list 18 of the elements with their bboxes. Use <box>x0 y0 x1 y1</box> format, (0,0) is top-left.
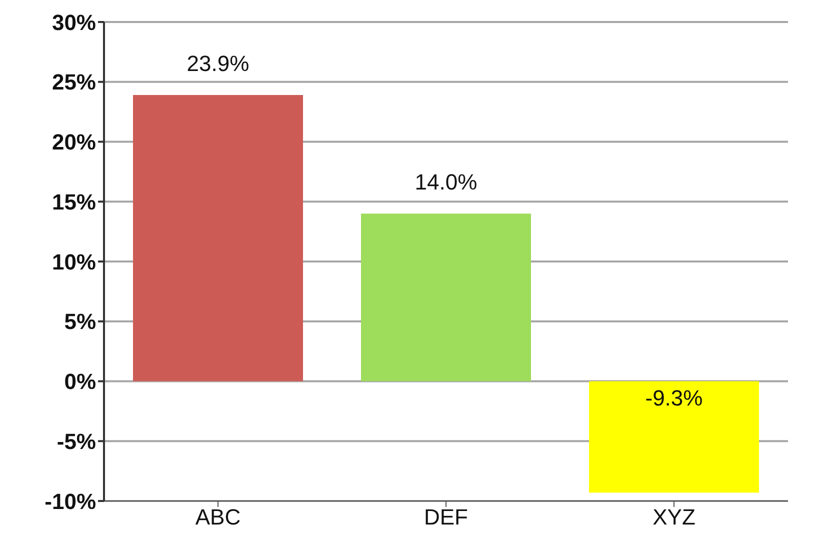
y-tick-label: 20% <box>52 130 96 155</box>
y-tick-label: 30% <box>52 10 96 35</box>
bar <box>133 95 303 382</box>
x-tick-label: XYZ <box>652 504 696 530</box>
y-tick-label: 10% <box>52 249 96 274</box>
y-tick-label: 5% <box>64 309 96 334</box>
y-tick-label: 15% <box>52 189 96 214</box>
y-tick-label: 0% <box>64 369 96 394</box>
data-label: 23.9% <box>186 51 250 76</box>
y-tick-label: -5% <box>56 428 96 454</box>
y-tick-label: -10% <box>44 488 96 514</box>
bar <box>589 381 759 493</box>
x-tick-label: ABC <box>195 504 241 530</box>
y-tick-label: 25% <box>52 70 96 95</box>
data-label: -9.3% <box>645 385 703 410</box>
bar <box>361 214 531 382</box>
x-tick-label: DEF <box>424 504 468 530</box>
data-label: 14.0% <box>414 170 478 195</box>
